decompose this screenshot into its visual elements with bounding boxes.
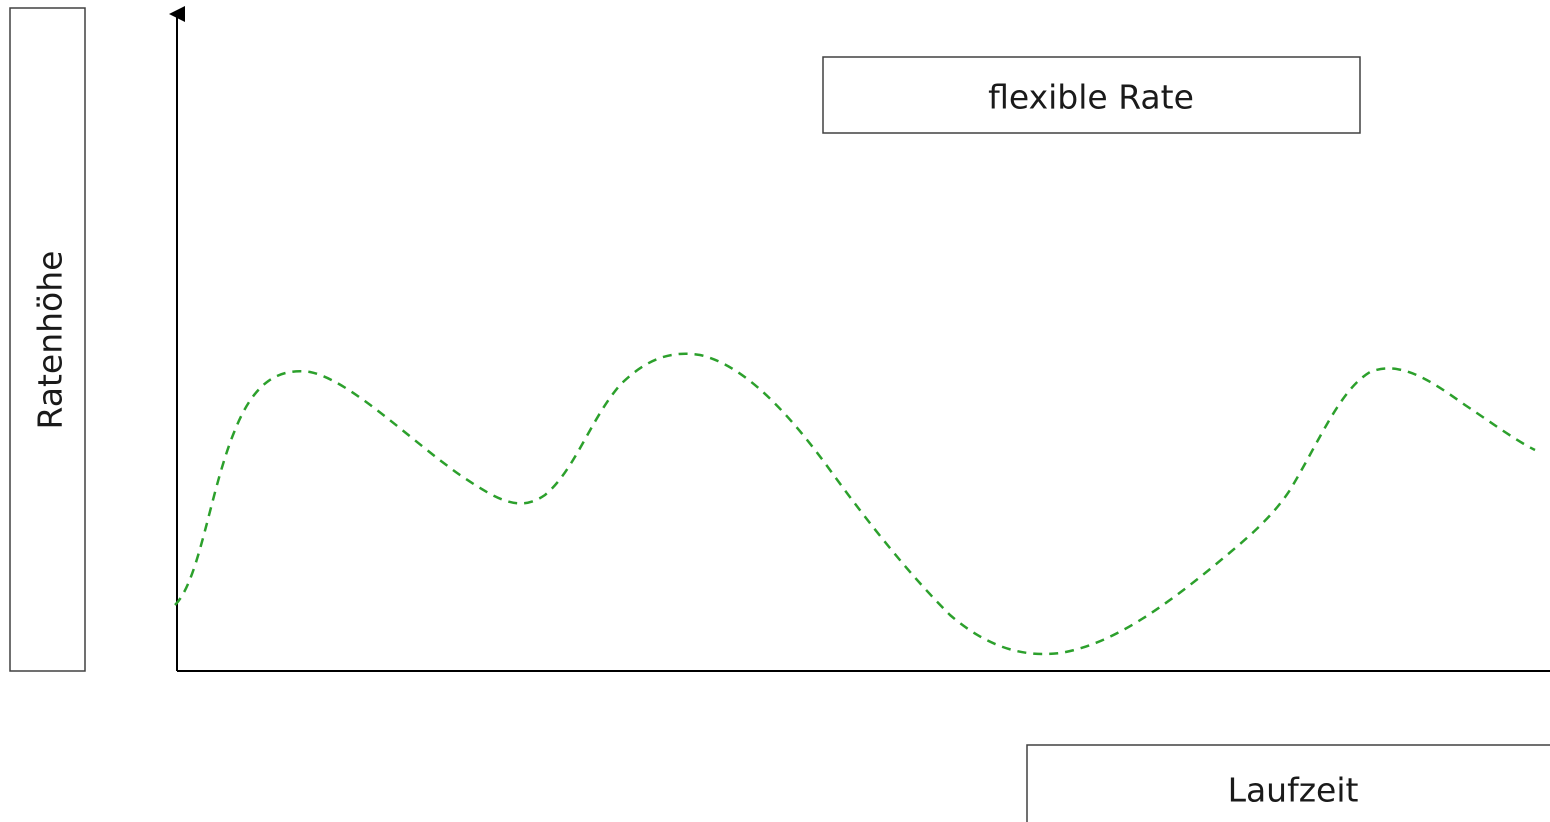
curve-label: flexible Rate bbox=[988, 78, 1194, 117]
x-axis-label: Laufzeit bbox=[1228, 771, 1359, 810]
y-axis-label: Ratenhöhe bbox=[31, 251, 70, 430]
curve-label-box: flexible Rate bbox=[822, 56, 1361, 134]
flexible-rate-curve bbox=[174, 352, 1536, 656]
x-axis-label-box: Laufzeit bbox=[1026, 744, 1550, 822]
y-axis-label-box: Ratenhöhe bbox=[9, 7, 86, 672]
